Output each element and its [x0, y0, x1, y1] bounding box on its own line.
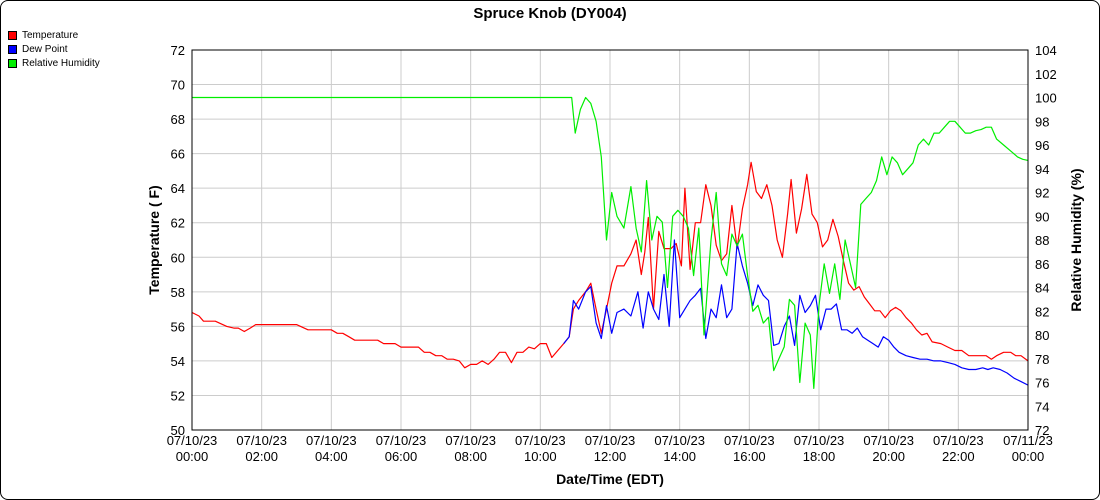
x-tick-time: 00:00: [176, 449, 209, 464]
x-tick-date: 07/10/23: [515, 433, 566, 448]
y2-tick-label: 102: [1035, 67, 1057, 82]
x-tick-time: 22:00: [942, 449, 975, 464]
x-tick-time: 08:00: [454, 449, 487, 464]
legend-item-temperature: Temperature: [8, 28, 100, 42]
x-tick-date: 07/10/23: [724, 433, 775, 448]
y-tick-label: 66: [171, 147, 185, 162]
y-tick-label: 58: [171, 285, 185, 300]
x-tick-time: 00:00: [1012, 449, 1045, 464]
dew-point-swatch: [8, 44, 17, 54]
legend-item-dew-point: Dew Point: [8, 42, 100, 56]
gridlines: [191, 49, 1029, 431]
x-tick-date: 07/10/23: [376, 433, 427, 448]
x-tick-date: 07/10/23: [654, 433, 705, 448]
x-tick-date: 07/10/23: [306, 433, 357, 448]
y2-tick-label: 72: [1035, 423, 1049, 438]
tick-labels: 50 52 54 56 58 60 62 64 66 68 70 72 72 74 76 78 80 82 84 86…: [167, 43, 1057, 464]
temperature-series-line: [191, 161, 1029, 369]
temperature-swatch: [8, 30, 17, 40]
x-tick-time: 14:00: [663, 449, 696, 464]
x-tick-date: 07/10/23: [585, 433, 636, 448]
y2-tick-label: 74: [1035, 399, 1049, 414]
y-axis-label: Temperature ( F): [146, 185, 162, 294]
y-tick-label: 62: [171, 216, 185, 231]
legend-label-dew-point: Dew Point: [22, 43, 68, 55]
y2-tick-label: 94: [1035, 162, 1049, 177]
legend: Temperature Dew Point Relative Humidity: [8, 28, 100, 70]
y-tick-label: 54: [171, 354, 185, 369]
chart-title: Spruce Knob (DY004): [473, 5, 627, 22]
series-lines: [191, 96, 1029, 389]
y2-tick-label: 100: [1035, 91, 1057, 106]
y-tick-label: 68: [171, 112, 185, 127]
x-tick-time: 06:00: [385, 449, 418, 464]
legend-label-temperature: Temperature: [22, 29, 79, 41]
x-tick-date: 07/10/23: [863, 433, 914, 448]
x-tick-time: 18:00: [803, 449, 836, 464]
y-tick-label: 70: [171, 78, 185, 93]
x-tick-time: 10:00: [524, 449, 557, 464]
y2-tick-label: 76: [1035, 376, 1049, 391]
x-tick-date: 07/10/23: [933, 433, 984, 448]
x-tick-time: 02:00: [245, 449, 278, 464]
y-tick-label: 64: [171, 181, 185, 196]
y2-tick-label: 80: [1035, 328, 1049, 343]
x-tick-date: 07/11/23: [1003, 433, 1053, 448]
y2-tick-label: 78: [1035, 352, 1049, 367]
y2-tick-label: 90: [1035, 209, 1049, 224]
y2-tick-label: 92: [1035, 186, 1049, 201]
y2-tick-label: 84: [1035, 281, 1049, 296]
y2-tick-label: 82: [1035, 304, 1049, 319]
y2-tick-label: 98: [1035, 114, 1049, 129]
x-tick-date: 07/10/23: [236, 433, 287, 448]
y-tick-label: 50: [171, 423, 185, 438]
y-tick-label: 56: [171, 319, 185, 334]
y2-tick-label: 86: [1035, 257, 1049, 272]
y2-tick-label: 96: [1035, 138, 1049, 153]
y-tick-label: 72: [171, 43, 185, 58]
relative-humidity-series-line: [192, 96, 1029, 389]
x-tick-time: 20:00: [872, 449, 905, 464]
y2-tick-label: 104: [1035, 43, 1057, 58]
x-tick-date: 07/10/23: [445, 433, 496, 448]
y2-axis-label: Relative Humidity (%): [1068, 168, 1084, 311]
y-tick-label: 52: [171, 388, 185, 403]
y2-tick-label: 88: [1035, 233, 1049, 248]
x-tick-date: 07/10/23: [167, 433, 218, 448]
x-tick-date: 07/10/23: [794, 433, 845, 448]
x-axis-label: Date/Time (EDT): [556, 471, 664, 487]
plot-area-border: [191, 49, 1029, 431]
x-tick-time: 12:00: [594, 449, 627, 464]
dew-point-series-line: [563, 239, 1029, 386]
x-tick-time: 16:00: [733, 449, 766, 464]
legend-label-relative-humidity: Relative Humidity: [22, 57, 100, 69]
x-tick-time: 04:00: [315, 449, 348, 464]
y-tick-label: 60: [171, 250, 185, 265]
relative-humidity-swatch: [8, 58, 17, 68]
legend-item-relative-humidity: Relative Humidity: [8, 56, 100, 70]
